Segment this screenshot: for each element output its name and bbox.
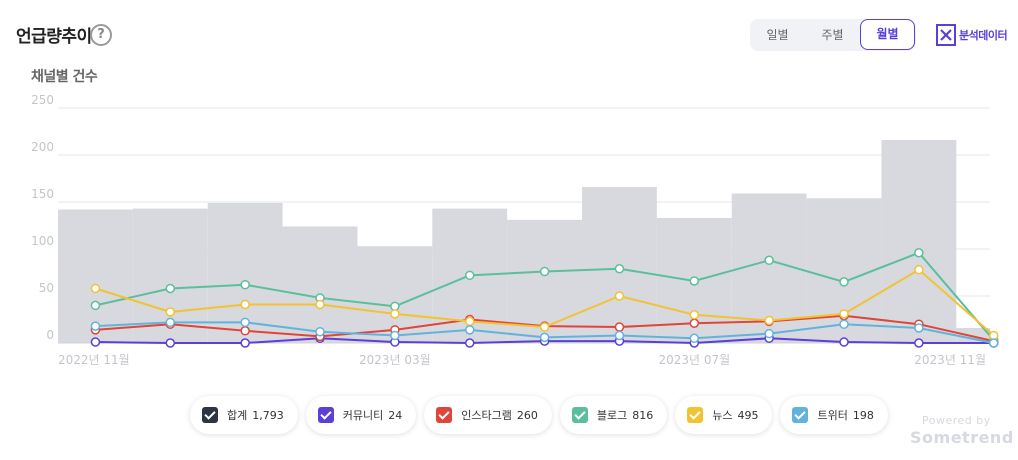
data-point: [764, 328, 774, 339]
data-point: [839, 319, 849, 329]
data-point: [839, 277, 849, 287]
data-point: [689, 276, 700, 286]
data-point: [240, 338, 250, 348]
legend-count: 260: [516, 408, 538, 422]
y-tick-label: 250: [31, 93, 54, 107]
x-tick-label: 2023년 11월: [914, 353, 986, 367]
data-point: [240, 317, 250, 328]
mentions-chart: 0 50 100 150 200 250 2022년 11월 2023년 03월 2023년 0…: [31, 93, 999, 367]
checkbox-icon: [687, 407, 704, 423]
legend-item-blog[interactable]: 블로그 816: [559, 396, 668, 434]
period-weekly-button[interactable]: 주별: [821, 28, 844, 42]
data-point: [914, 338, 924, 348]
data-point: [689, 310, 700, 320]
data-point: [914, 248, 924, 258]
data-point: [390, 330, 400, 341]
data-point: [614, 330, 625, 341]
legend: 합계 1,793 커뮤니티 24 인스타그램 260 블로그 816 뉴스 49…: [190, 396, 888, 434]
data-point: [240, 326, 250, 336]
brand-logo: Sometrend: [910, 428, 1014, 447]
legend-item-news[interactable]: 뉴스 495: [675, 396, 773, 434]
export-data-button[interactable]: 분석데이터: [936, 24, 1008, 46]
checkbox-icon: [436, 407, 453, 423]
page-title: 언급량추이: [16, 27, 92, 47]
export-data-label: 분석데이터: [959, 29, 1008, 42]
period-toggle: 일별 주별 월별: [750, 19, 916, 51]
legend-item-total[interactable]: 합계 1,793: [190, 396, 298, 434]
bar-total: [58, 209, 133, 343]
data-point: [464, 325, 475, 335]
data-point: [165, 317, 176, 328]
legend-label: 뉴스: [712, 409, 733, 422]
data-point: [165, 307, 176, 317]
data-point: [539, 322, 550, 332]
data-point: [165, 338, 176, 348]
legend-item-community[interactable]: 커뮤니티 24: [305, 396, 417, 434]
data-point: [315, 299, 325, 310]
legend-label: 인스타그램: [461, 409, 512, 422]
x-tick-label: 2023년 03월: [359, 353, 431, 367]
data-point: [764, 315, 774, 326]
bar-total: [282, 226, 358, 343]
data-point: [90, 283, 101, 294]
data-point: [390, 309, 400, 319]
x-tick-label: 2022년 11월: [58, 353, 130, 367]
bar-total: [881, 139, 957, 343]
data-point: [464, 270, 475, 281]
period-monthly-button[interactable]: 월별: [860, 19, 915, 50]
legend-count: 1,793: [252, 408, 284, 422]
help-icon[interactable]: ?: [90, 24, 112, 46]
data-point: [839, 337, 849, 347]
excel-icon: [936, 24, 956, 46]
data-point: [764, 255, 774, 266]
data-point: [614, 263, 625, 274]
data-point: [90, 337, 101, 347]
data-point: [914, 323, 924, 333]
data-point: [464, 316, 475, 327]
legend-label: 트위터: [817, 409, 848, 422]
checkbox-icon: [792, 407, 809, 423]
data-point: [689, 333, 700, 344]
data-point: [165, 283, 176, 294]
y-tick-label: 100: [31, 234, 54, 248]
legend-count: 24: [388, 408, 403, 422]
data-point: [539, 266, 550, 277]
data-point: [240, 279, 250, 290]
data-point: [539, 332, 550, 343]
legend-label: 커뮤니티: [342, 409, 384, 422]
data-point: [988, 338, 999, 348]
data-point: [689, 318, 700, 329]
checkbox-icon: [571, 407, 588, 423]
y-tick-label: 200: [31, 140, 54, 154]
legend-label: 합계: [227, 409, 248, 422]
legend-count: 495: [737, 408, 759, 422]
legend-item-twitter[interactable]: 트위터 198: [780, 396, 888, 434]
data-point: [90, 300, 101, 311]
legend-count: 816: [632, 408, 654, 422]
y-tick-label: 50: [39, 281, 54, 295]
x-tick-label: 2023년 07월: [658, 353, 730, 367]
data-point: [464, 338, 475, 348]
checkbox-icon: [317, 407, 334, 423]
legend-count: 198: [852, 408, 874, 422]
y-tick-label: 150: [31, 187, 54, 201]
data-point: [914, 264, 924, 275]
data-point: [614, 322, 625, 332]
data-point: [240, 299, 250, 310]
period-daily-button[interactable]: 일별: [766, 28, 789, 42]
data-point: [614, 291, 625, 301]
legend-label: 블로그: [596, 409, 628, 422]
chart-subtitle: 채널별 건수: [31, 69, 98, 85]
powered-by-text: Powered by: [922, 414, 991, 427]
checkbox-icon: [202, 407, 218, 423]
data-point: [839, 309, 849, 319]
data-point: [315, 326, 325, 337]
data-point: [90, 321, 101, 331]
legend-item-instagram[interactable]: 인스타그램 260: [424, 396, 552, 434]
y-tick-label: 0: [46, 328, 54, 342]
